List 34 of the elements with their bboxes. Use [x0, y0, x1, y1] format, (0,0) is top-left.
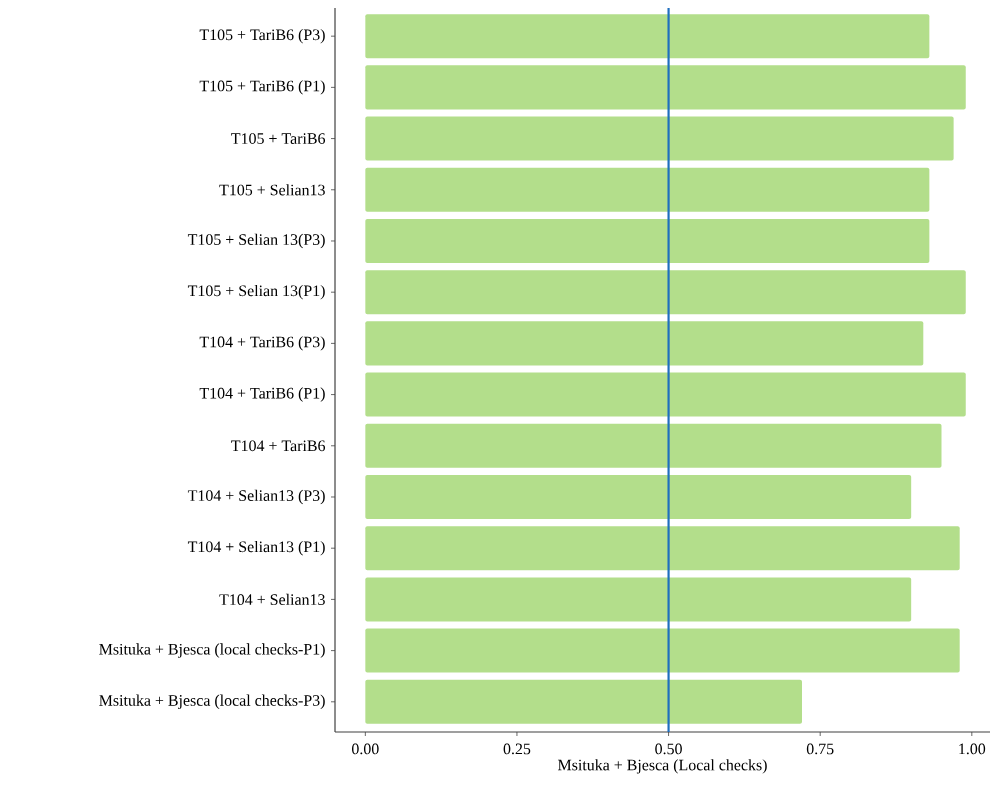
y-tick-label: Msituka + Bjesca (local checks-P3) [99, 694, 325, 710]
x-tick-label: 0.50 [655, 743, 682, 755]
bar [365, 628, 960, 673]
x-tick-label: 0.75 [806, 743, 834, 755]
bar [365, 270, 966, 315]
bar [365, 14, 930, 59]
y-tick-label: T105 + TariB6 [231, 133, 326, 144]
y-tick-label: T105 + Selian13 [219, 184, 325, 196]
y-tick-label: T104 + Selian13 (P3) [187, 489, 325, 505]
bar [365, 474, 912, 519]
y-tick-label: T104 + TariB6 (P1) [199, 387, 325, 402]
bar [365, 321, 924, 366]
bar [365, 423, 942, 468]
y-tick-label: T104 + TariB6 (P3) [199, 336, 325, 351]
x-tick-label: 0.25 [503, 743, 531, 755]
y-tick-label: T104 + TariB6 [231, 440, 326, 452]
y-tick-label: T105 + Selian 13(P1) [187, 284, 325, 300]
bar [365, 577, 912, 622]
y-tick-label: T105 + TariB6 (P1) [199, 80, 325, 95]
bar [365, 167, 930, 212]
x-axis-title: Msituka + Bjesca (Local checks) [557, 759, 767, 774]
y-tick-label: T104 + Selian13 (P1) [187, 540, 325, 556]
y-tick-label: T104 + Selian13 [219, 593, 325, 605]
bar [365, 218, 930, 263]
bar [365, 65, 966, 110]
bar [365, 116, 954, 161]
bar [365, 372, 966, 417]
y-tick-label: T105 + TariB6 (P3) [199, 28, 325, 44]
bar [365, 679, 802, 724]
y-tick-label: Msituka + Bjesca (local checks-P1) [99, 643, 325, 658]
y-tick-label: T105 + Selian 13(P3) [187, 233, 325, 249]
bar [365, 526, 960, 571]
x-tick-label: 1.00 [959, 743, 986, 755]
x-tick-label: 0.00 [351, 743, 379, 755]
